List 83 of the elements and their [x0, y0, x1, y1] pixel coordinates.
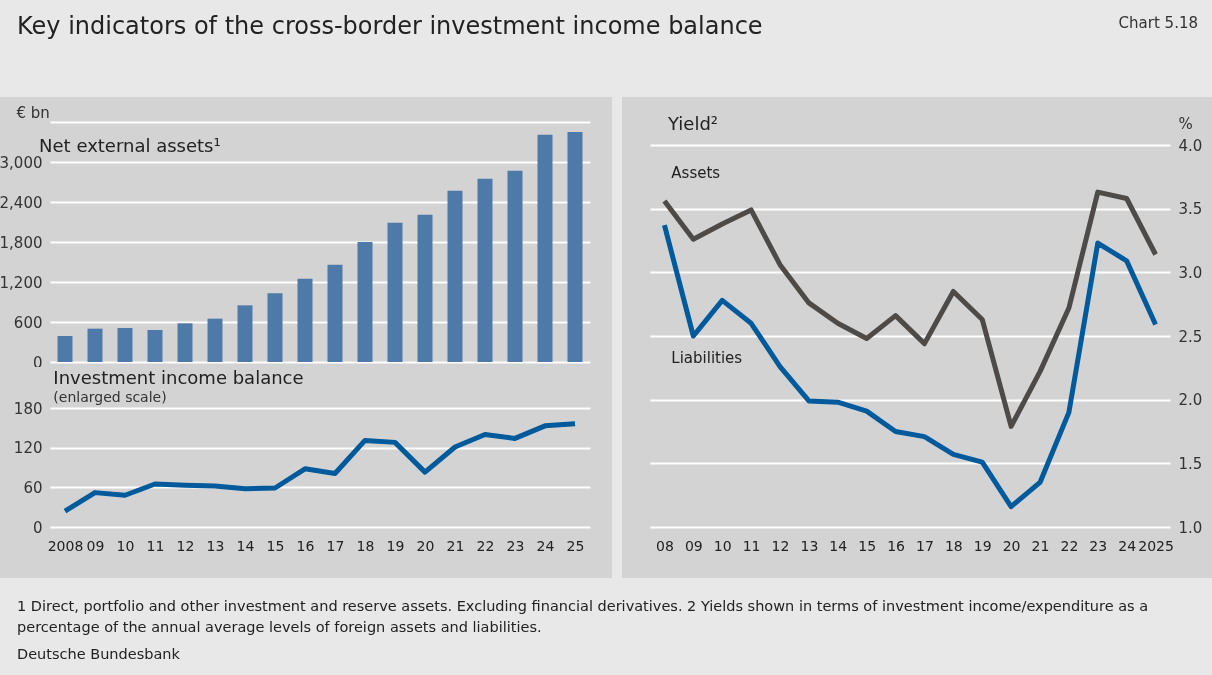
bar	[87, 328, 103, 362]
bar	[387, 222, 403, 362]
chart-title: Investment income balance	[53, 367, 304, 388]
bar	[57, 336, 73, 362]
x-tick-label: 16	[887, 537, 906, 554]
x-tick-label: 24	[1118, 537, 1137, 554]
x-tick-label: 08	[656, 537, 674, 554]
x-tick-label: 21	[1031, 537, 1050, 554]
y-tick-label: 1,200	[0, 273, 43, 292]
x-tick-label: 16	[296, 537, 315, 554]
y-tick-label: 60	[23, 478, 43, 497]
x-tick-label: 14	[829, 537, 848, 554]
bar	[177, 323, 193, 362]
y-tick-label: 600	[13, 313, 43, 332]
x-tick-label: 10	[713, 537, 732, 554]
x-tick-label: 15	[858, 537, 877, 554]
y-tick-label: 1.5	[1178, 454, 1203, 473]
y-tick-label: 3.0	[1178, 263, 1203, 282]
x-tick-label: 12	[771, 537, 790, 554]
y-tick-label: 180	[13, 399, 43, 418]
x-tick-label: 20	[416, 537, 435, 554]
bar	[147, 330, 163, 362]
y-axis-title: € bn	[16, 103, 50, 122]
x-tick-label: 23	[506, 537, 525, 554]
text: Net external assets¹	[39, 135, 221, 156]
x-tick-label: 2025	[1138, 537, 1174, 554]
bar	[507, 170, 523, 362]
y-tick-label: 1,800	[0, 233, 43, 252]
x-tick-label: 12	[176, 537, 195, 554]
chart-title: Yield²	[667, 113, 719, 134]
x-tick-label: 22	[1060, 537, 1079, 554]
bar	[297, 278, 313, 362]
y-axis-title: %	[1178, 114, 1193, 133]
bar	[327, 264, 343, 362]
x-tick-label: 2008	[47, 537, 84, 554]
x-tick-label: 14	[236, 537, 255, 554]
x-tick-label: 09	[684, 537, 703, 554]
x-tick-label: 18	[356, 537, 375, 554]
x-tick-label: 11	[146, 537, 165, 554]
y-tick-label: 4.0	[1178, 136, 1203, 155]
y-tick-label: 1.0	[1178, 518, 1203, 537]
x-tick-label: 21	[446, 537, 465, 554]
text: Key indicators of the cross-border investment income balance	[17, 12, 763, 40]
x-tick-label: 15	[266, 537, 285, 554]
y-tick-label: 0	[32, 353, 43, 372]
y-tick-label: 120	[13, 439, 43, 458]
bar	[537, 134, 553, 362]
x-tick-label: 22	[476, 537, 495, 554]
x-tick-label: 19	[386, 537, 405, 554]
x-tick-label: 18	[944, 537, 963, 554]
bar	[267, 293, 283, 362]
series-label: Liabilities	[671, 349, 743, 367]
text: 1 Direct, portfolio and other investment and reserve assets. Excluding financial derivatives. 2 Yields shown in terms of investment income/expenditure as a percentage of the annual average levels of foreign assets and liabilities.	[17, 597, 1150, 637]
bar	[567, 132, 583, 362]
bar	[447, 190, 463, 362]
x-tick-label: 13	[800, 537, 819, 554]
bar	[417, 214, 433, 362]
text: Deutsche Bundesbank	[17, 645, 181, 664]
chart-subtitle: (enlarged scale)	[53, 389, 167, 405]
series-label: Assets	[671, 164, 721, 183]
y-tick-label: 3,000	[0, 153, 43, 172]
x-tick-label: 23	[1089, 537, 1108, 554]
bar	[357, 242, 373, 362]
x-tick-label: 25	[566, 537, 585, 554]
caption: Chart 5.18	[1118, 14, 1198, 32]
x-tick-label: 13	[206, 537, 225, 554]
x-tick-label: 10	[116, 537, 135, 554]
bar	[207, 318, 223, 362]
x-tick-label: 17	[326, 537, 345, 554]
y-tick-label: 2.5	[1178, 327, 1203, 346]
bar	[477, 178, 493, 362]
y-tick-label: 2.0	[1178, 391, 1203, 410]
x-tick-label: 17	[916, 537, 934, 554]
bar	[237, 305, 253, 362]
bar	[117, 328, 133, 362]
y-tick-label: 3.5	[1178, 200, 1203, 219]
x-tick-label: 19	[973, 537, 992, 554]
y-tick-label: 2,400	[0, 193, 43, 212]
x-tick-label: 20	[1002, 537, 1021, 554]
x-tick-label: 24	[536, 537, 555, 554]
x-tick-label: 09	[86, 537, 105, 554]
y-tick-label: 0	[32, 518, 43, 537]
x-tick-label: 11	[742, 537, 761, 554]
